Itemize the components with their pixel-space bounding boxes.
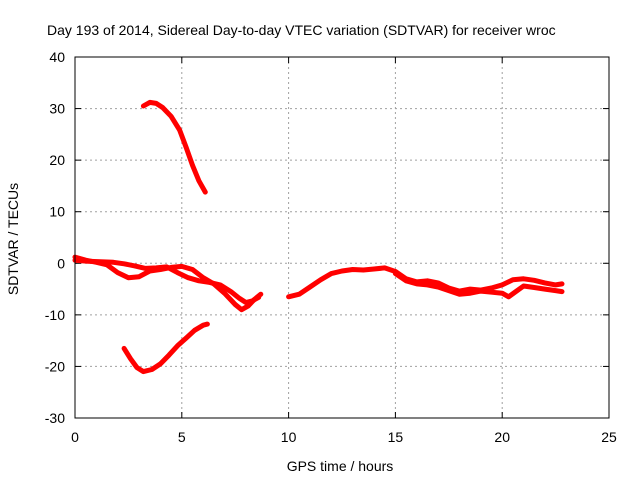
series-band-d [392,271,565,300]
y-tick-label: -20 [45,358,65,374]
grid [75,57,609,418]
y-tick-label: 10 [49,204,65,220]
series-band-c [286,265,565,300]
y-tick-label: -30 [45,410,65,426]
x-tick-label: 20 [494,429,510,445]
y-tick-label: -10 [45,307,65,323]
x-tick-label: 10 [281,429,297,445]
x-tick-label: 5 [178,429,186,445]
series-arc-upper [140,99,208,195]
y-axis-label: SDTVAR / TECUs [5,183,21,295]
x-axis-label: GPS time / hours [287,458,394,474]
y-tick-label: 20 [49,152,65,168]
y-tick-label: 40 [49,49,65,65]
x-tick-label: 25 [601,429,617,445]
y-tick-label: 30 [49,101,65,117]
series-band-a [72,254,264,313]
series-band-b [72,257,262,305]
x-tick-label: 0 [71,429,79,445]
series-group [72,99,565,375]
plot-frame [74,56,610,419]
chart-title: Day 193 of 2014, Sidereal Day-to-day VTE… [47,22,556,38]
x-tick-label: 15 [388,429,404,445]
y-tick-label: 0 [57,255,65,271]
series-arc-lower [121,321,210,375]
axis-ticks: 0 5 10 15 20 25 -30 -20 -10 0 10 20 30 40 [45,49,617,445]
